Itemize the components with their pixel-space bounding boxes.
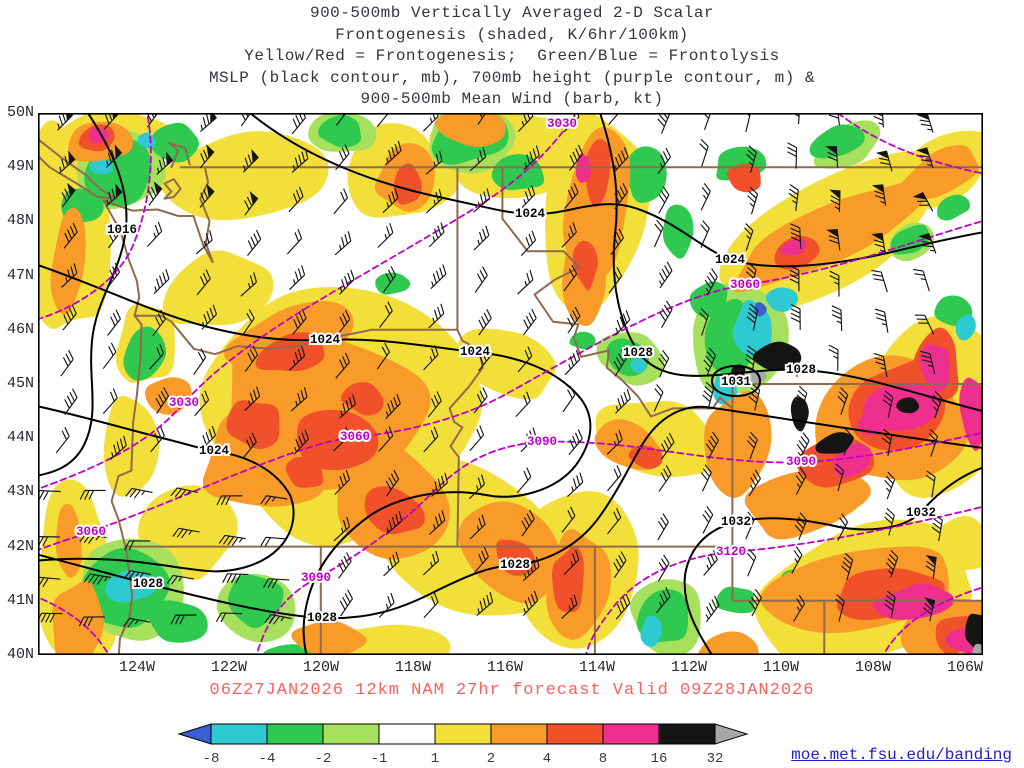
frontogenesis-shading (38, 113, 983, 655)
height-contour-label: 3060 (340, 430, 370, 444)
colorbar-left-arrow (177, 723, 212, 745)
colorbar-segment (490, 723, 548, 745)
colorbar-segment (546, 723, 604, 745)
height-contour-label: 3060 (730, 278, 760, 292)
contour-labels: 1016 1024 1024 1024 1024 1024 1028 1028 1031 1032… (74, 115, 938, 627)
height-contour-label: 3090 (786, 455, 816, 469)
height-contours (38, 113, 983, 655)
height-contour-label: 3090 (527, 435, 557, 449)
colorbar-tick-label: -8 (203, 751, 220, 767)
colorbar-segment (322, 723, 380, 745)
title-line-4: MSLP (black contour, mb), 700mb height (… (208, 68, 816, 87)
lon-label-110W: 110W (762, 659, 799, 676)
mslp-contour-label: 1031 (721, 375, 751, 389)
colorbar-tick-label: 32 (707, 751, 724, 767)
lon-label-120W: 120W (302, 659, 339, 676)
height-contour-label: 3120 (716, 545, 746, 559)
mslp-contour-label: 1024 (715, 253, 746, 267)
colorbar-segment (434, 723, 492, 745)
map-frame (38, 113, 983, 655)
colorbar-segment (658, 723, 716, 745)
mslp-contour-label: 1016 (107, 223, 137, 237)
lat-label-48N: 48N (6, 212, 34, 230)
mslp-contour-label: 1024 (515, 207, 546, 221)
mslp-contour-label: 1028 (307, 611, 337, 625)
lon-label-112W: 112W (670, 659, 707, 676)
colorbar-tick-label: 2 (487, 751, 495, 767)
title-line-5: 900-500mb Mean Wind (barb, kt) (360, 90, 664, 108)
colorbar-segment (210, 723, 268, 745)
title-line-2: Frontogenesis (shaded, K/6hr/100km) (335, 25, 689, 44)
colorbar: -8 -4 -2 -1 1 2 4 8 16 32 (177, 723, 749, 767)
lon-label-122W: 122W (210, 659, 247, 676)
lon-label-124W: 124W (118, 659, 155, 676)
colorbar-tick-label: -1 (371, 751, 388, 767)
height-contour-label: 3060 (76, 525, 106, 539)
plot-title: 900-500mb Vertically Averaged 2-D Scalar… (0, 3, 1024, 111)
lon-label-106W: 106W (946, 659, 983, 676)
lat-label-44N: 44N (6, 429, 34, 447)
lat-label-41N: 41N (6, 591, 34, 609)
lon-label-116W: 116W (486, 659, 523, 676)
mslp-contour-label: 1024 (199, 444, 230, 458)
lat-label-49N: 49N (6, 158, 34, 176)
lon-label-118W: 118W (394, 659, 431, 676)
colorbar-segment (266, 723, 324, 745)
colorbar-right-arrow (714, 723, 749, 745)
title-line-1: 900-500mb Vertically Averaged 2-D Scalar (309, 4, 715, 22)
lat-label-47N: 47N (6, 266, 34, 284)
lat-label-43N: 43N (6, 483, 34, 501)
height-contour-label: 3030 (547, 117, 577, 131)
lat-label-45N: 45N (6, 375, 34, 392)
lat-label-42N: 42N (6, 537, 34, 555)
forecast-caption: 06Z27JAN2026 12km NAM 27hr forecast Vali… (209, 681, 815, 700)
lat-label-40N: 40N (6, 646, 34, 663)
mslp-contour-label: 1024 (460, 345, 491, 359)
wind-barbs (38, 113, 943, 628)
mslp-contour-label: 1028 (133, 577, 163, 591)
colorbar-segment (602, 723, 660, 745)
title-line-3: Yellow/Red = Frontogenesis; Green/Blue =… (244, 47, 780, 65)
lat-label-46N: 46N (6, 320, 34, 338)
colorbar-tick-label: 1 (431, 751, 439, 767)
height-contour-label: 3030 (169, 396, 199, 410)
colorbar-tick-label: 8 (599, 751, 607, 767)
lon-label-114W: 114W (578, 659, 615, 676)
mslp-contour-label: 1032 (721, 515, 751, 529)
mslp-contour-label: 1028 (500, 558, 530, 572)
colorbar-tick-label: -2 (315, 751, 332, 767)
colorbar-tick-label: -4 (259, 751, 276, 767)
mslp-contour-label: 1024 (310, 333, 341, 347)
colorbar-tick-label: 4 (543, 751, 551, 767)
map-canvas: 1016 1024 1024 1024 1024 1024 1028 1028 1031 1032… (38, 113, 983, 655)
mslp-contour-label: 1028 (786, 363, 816, 377)
colorbar-tick-label: 16 (651, 751, 668, 767)
lon-label-108W: 108W (854, 659, 891, 676)
mslp-contour-label: 1028 (623, 346, 653, 360)
mslp-contour-label: 1032 (906, 506, 936, 520)
mslp-contours (38, 113, 983, 655)
site-link[interactable]: moe.met.fsu.edu/banding (791, 746, 1012, 764)
colorbar-segment (378, 723, 436, 745)
height-contour-label: 3090 (301, 571, 331, 585)
lat-label-50N: 50N (6, 104, 34, 121)
